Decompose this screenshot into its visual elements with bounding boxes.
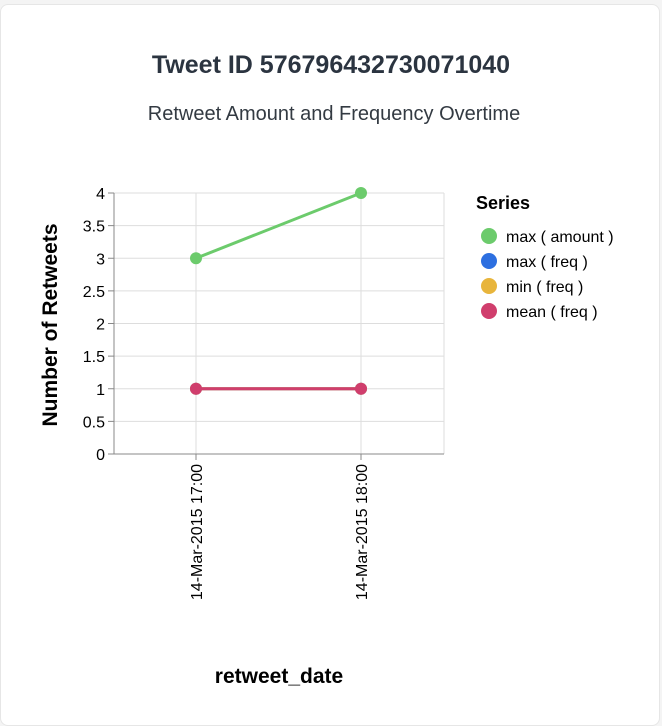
grid-lines [114, 192, 445, 454]
y-axis-title: Number of Retweets [39, 223, 62, 426]
x-axis-title: retweet_date [215, 665, 343, 688]
chart-card: Tweet ID 576796432730071040 Retweet Amou… [0, 4, 660, 726]
y-tick-label: 3 [96, 251, 105, 268]
legend-swatch [481, 303, 497, 319]
series-layer [190, 187, 367, 395]
y-tick-label: 1 [96, 382, 105, 399]
axes: 0 0.5 1 1.5 2 2.5 3 3.5 4 14-Mar-2015 17:00 14-Mar… [83, 186, 444, 600]
x-tick-label: 14-Mar-2015 17:00 [189, 464, 206, 600]
data-point [355, 187, 367, 199]
y-tick-label: 4 [96, 186, 105, 203]
chart-title: Tweet ID 576796432730071040 [151, 51, 511, 79]
series-line [195, 191, 362, 260]
legend-title: Series [476, 193, 530, 213]
y-tick-label: 0 [96, 447, 105, 464]
y-tick-label: 3.5 [83, 219, 105, 236]
y-tick-label: 0.5 [83, 414, 105, 431]
data-point [355, 382, 367, 395]
chart-subtitle: Retweet Amount and Frequency Overtime [147, 103, 521, 125]
y-tick-label: 2.5 [83, 284, 105, 301]
legend-swatch [481, 253, 497, 269]
legend-label: min ( freq ) [506, 279, 583, 296]
legend-label: max ( amount ) [506, 229, 614, 246]
y-tick-label: 1.5 [83, 349, 105, 366]
legend-label: max ( freq ) [506, 254, 588, 271]
legend-label: mean ( freq ) [506, 304, 598, 321]
data-point [190, 382, 202, 395]
y-tick-label: 2 [96, 317, 105, 334]
legend-swatch [481, 228, 497, 244]
legend: Series max ( amount ) max ( freq ) min ( f… [476, 193, 614, 321]
data-point [190, 252, 202, 265]
x-tick-label: 14-Mar-2015 18:00 [354, 464, 371, 600]
legend-swatch [481, 278, 497, 294]
